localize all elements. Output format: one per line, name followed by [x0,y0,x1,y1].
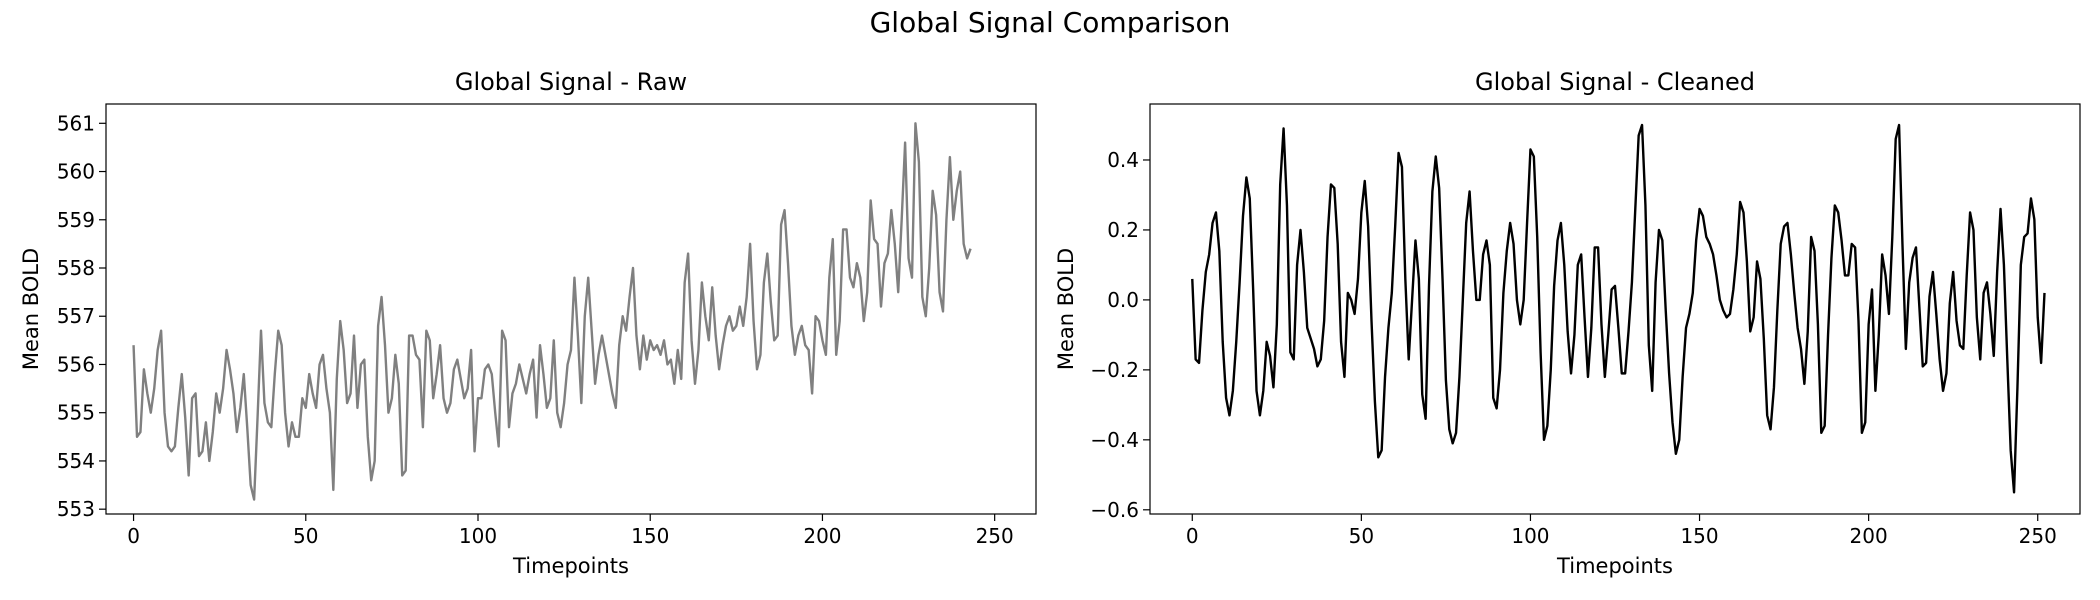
raw-x-tick-label: 250 [976,524,1014,548]
cleaned-x-ticks: 0 50 100 150 200 250 [1186,514,2057,548]
cleaned-signal-line [1191,123,2046,494]
raw-plot-frame [105,103,1037,515]
raw-x-axis-label: Timepoints [512,554,629,578]
raw-x-ticks: 0 50 100 150 200 250 [127,514,1014,548]
cleaned-x-tick-label: 100 [1511,524,1549,548]
raw-x-tick-label: 200 [803,524,841,548]
raw-signal-panel: Global Signal - Raw Timepoints Mean BOLD… [19,68,1037,578]
raw-y-ticks: 553 554 555 556 557 558 559 560 561 [57,111,106,521]
raw-y-tick-label: 553 [57,497,95,521]
cleaned-y-tick-label: 0.4 [1107,148,1139,172]
cleaned-chart-title: Global Signal - Cleaned [1475,68,1755,96]
cleaned-x-tick-label: 0 [1186,524,1199,548]
raw-x-tick-label: 0 [127,524,140,548]
cleaned-series-group [1191,123,2046,494]
raw-y-tick-label: 557 [57,304,95,328]
raw-chart-title: Global Signal - Raw [455,68,687,96]
cleaned-x-tick-label: 250 [2019,524,2057,548]
raw-y-tick-label: 561 [57,111,95,135]
cleaned-y-axis-label: Mean BOLD [1054,248,1078,370]
raw-y-tick-label: 554 [57,449,95,473]
cleaned-x-axis-label: Timepoints [1556,554,1673,578]
raw-y-tick-label: 558 [57,256,95,280]
cleaned-y-ticks: −0.6 −0.4 −0.2 0.0 0.2 0.4 [1090,148,1150,522]
raw-y-tick-label: 556 [57,352,95,376]
raw-y-tick-label: 560 [57,160,95,184]
raw-y-axis-label: Mean BOLD [19,248,43,370]
cleaned-y-tick-label: −0.6 [1090,498,1139,522]
raw-series-group [132,122,972,501]
figure-title: Global Signal Comparison [870,6,1231,39]
raw-y-tick-label: 555 [57,401,95,425]
raw-y-tick-label: 559 [57,208,95,232]
cleaned-y-tick-label: −0.4 [1090,428,1139,452]
cleaned-y-tick-label: 0.0 [1107,288,1139,312]
cleaned-y-tick-label: 0.2 [1107,218,1139,242]
cleaned-x-tick-label: 50 [1349,524,1374,548]
raw-x-tick-label: 50 [293,524,318,548]
raw-signal-line [132,122,972,501]
raw-x-tick-label: 150 [631,524,669,548]
raw-x-tick-label: 100 [459,524,497,548]
cleaned-x-tick-label: 200 [1850,524,1888,548]
cleaned-signal-panel: Global Signal - Cleaned Timepoints Mean … [1054,68,2081,578]
cleaned-y-tick-label: −0.2 [1090,358,1139,382]
cleaned-x-tick-label: 150 [1680,524,1718,548]
cleaned-plot-frame [1149,103,2081,515]
